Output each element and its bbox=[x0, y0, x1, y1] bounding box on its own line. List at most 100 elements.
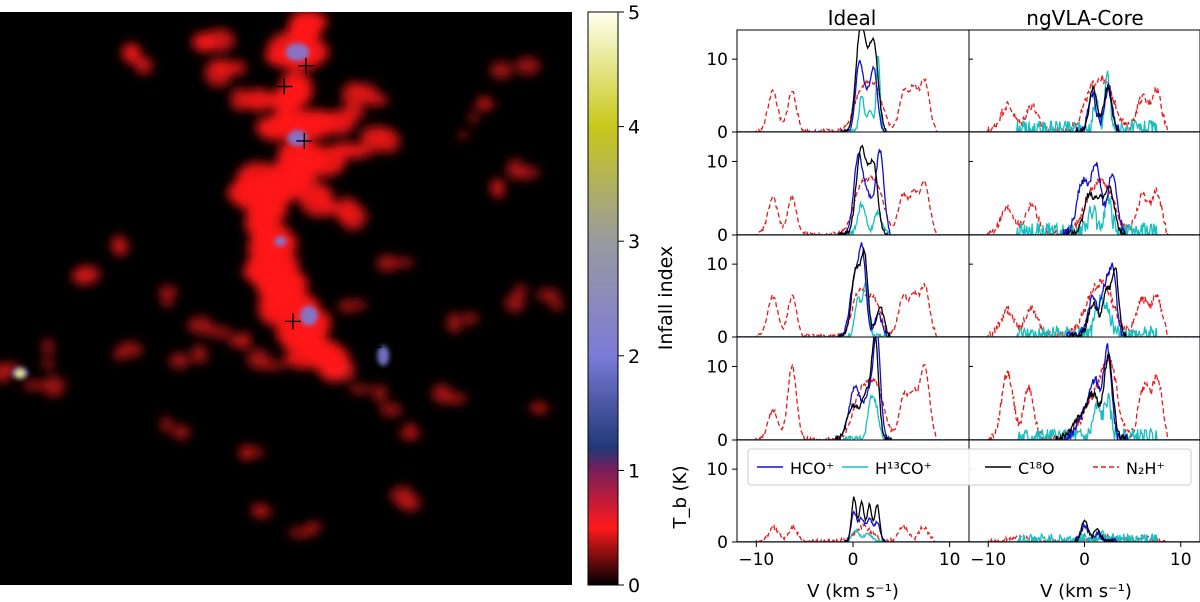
spectrum-panel bbox=[969, 262, 1200, 337]
spectrum-panel bbox=[969, 70, 1200, 132]
legend-label-c18o: C¹⁸O bbox=[1018, 459, 1055, 478]
series-line bbox=[969, 351, 1200, 440]
panel-frame bbox=[968, 131, 1200, 236]
y-axis-label: T_b (K) bbox=[670, 466, 691, 530]
legend-entry-h13co: H¹³CO⁺ bbox=[842, 459, 932, 478]
series-line bbox=[737, 523, 969, 542]
colorbar-label: Infall index bbox=[655, 246, 677, 351]
spectrum-panel bbox=[969, 343, 1200, 440]
series-line bbox=[969, 83, 1200, 132]
series-line bbox=[737, 148, 969, 235]
y-tick-label: 0 bbox=[717, 328, 728, 348]
colorbar: 0 1 2 3 4 5 Infall index bbox=[587, 2, 677, 597]
y-tick-label: 0 bbox=[717, 226, 728, 246]
map-emission bbox=[0, 12, 564, 538]
series-line bbox=[969, 354, 1200, 440]
x-tick-label: −10 bbox=[970, 550, 1006, 570]
series-line bbox=[737, 394, 969, 440]
x-tick-label: 0 bbox=[1079, 550, 1090, 570]
series-line bbox=[969, 267, 1200, 337]
colorbar-tick-label: 2 bbox=[628, 346, 640, 368]
series-line bbox=[737, 527, 969, 542]
y-tick-label: 10 bbox=[706, 50, 728, 70]
spectrum-panel bbox=[737, 337, 969, 440]
series-line bbox=[969, 194, 1200, 235]
colorbar-tick-label: 5 bbox=[628, 2, 640, 24]
series-line bbox=[737, 59, 969, 132]
legend-entry-c18o: C¹⁸O bbox=[985, 459, 1055, 478]
spectrum-panel bbox=[737, 242, 969, 337]
spectra-grid: Ideal ngVLA-Core 0 10 0 10 0 10 0 10 0 10 −10 0 10 −1… bbox=[670, 6, 1200, 602]
legend-entry-n2h: N₂H⁺ bbox=[1093, 459, 1165, 478]
series-line bbox=[737, 496, 969, 542]
spectrum-panel bbox=[737, 144, 969, 235]
legend-label-hco: HCO⁺ bbox=[790, 459, 834, 478]
core-marker bbox=[365, 339, 382, 356]
series-line bbox=[969, 519, 1200, 542]
legend: HCO⁺ H¹³CO⁺ C¹⁸O N₂H⁺ bbox=[747, 448, 1192, 486]
spectrum-panel bbox=[969, 519, 1200, 542]
y-tick-label: 10 bbox=[706, 357, 728, 377]
infall-map bbox=[0, 12, 572, 585]
legend-label-h13co: H¹³CO⁺ bbox=[875, 459, 932, 478]
core-marker bbox=[284, 313, 301, 330]
core-marker bbox=[276, 78, 293, 95]
series-line bbox=[737, 363, 969, 440]
colorbar-tick-label: 4 bbox=[628, 117, 640, 139]
y-tick-label: 0 bbox=[717, 431, 728, 451]
series-line bbox=[737, 30, 969, 132]
column-title-ideal: Ideal bbox=[828, 6, 877, 30]
core-marker bbox=[296, 132, 313, 149]
series-line bbox=[969, 343, 1200, 440]
x-tick-label: 0 bbox=[848, 550, 859, 570]
series-line bbox=[969, 262, 1200, 337]
column-title-ngvla-core: ngVLA-Core bbox=[1026, 6, 1143, 30]
series-line bbox=[737, 247, 969, 337]
series-line bbox=[969, 82, 1200, 132]
spectrum-panel bbox=[737, 30, 969, 132]
series-line bbox=[969, 162, 1200, 235]
y-tick-label: 0 bbox=[717, 123, 728, 143]
series-line bbox=[737, 510, 969, 542]
series-line bbox=[737, 337, 969, 440]
series-line bbox=[969, 529, 1200, 542]
series-line bbox=[969, 176, 1200, 235]
y-tick-label: 10 bbox=[706, 255, 728, 275]
colorbar-ticks: 0 1 2 3 4 5 bbox=[618, 2, 640, 597]
panel-frames bbox=[736, 29, 1200, 543]
y-tick-label: 10 bbox=[706, 460, 728, 480]
x-axis-label-ngvla-core: V (km s⁻¹) bbox=[1040, 581, 1132, 602]
legend-label-n2h: N₂H⁺ bbox=[1126, 459, 1165, 478]
colorbar-tick-label: 1 bbox=[628, 460, 640, 482]
spectrum-panel bbox=[969, 162, 1200, 235]
series-line bbox=[737, 144, 969, 235]
spectra-axes: 0 10 0 10 0 10 0 10 0 10 −10 0 10 −10 0 10 bbox=[706, 50, 1191, 570]
series-line bbox=[737, 283, 969, 337]
y-tick-label: 10 bbox=[706, 152, 728, 172]
x-tick-label: −10 bbox=[738, 550, 774, 570]
series-line bbox=[969, 522, 1200, 542]
legend-entry-hco: HCO⁺ bbox=[757, 459, 834, 478]
series-line bbox=[969, 185, 1200, 235]
series-line bbox=[969, 278, 1200, 337]
x-axis-label-ideal: V (km s⁻¹) bbox=[807, 581, 899, 602]
legend-box bbox=[747, 448, 1192, 486]
panel-frame bbox=[736, 131, 970, 236]
y-tick-label: 0 bbox=[717, 533, 728, 553]
series-line bbox=[969, 392, 1200, 440]
colorbar-gradient bbox=[587, 11, 619, 586]
x-tick-label: 10 bbox=[1170, 550, 1192, 570]
colorbar-tick-label: 3 bbox=[628, 231, 640, 253]
series-line bbox=[737, 174, 969, 235]
series-line bbox=[737, 281, 969, 337]
panel-frame bbox=[968, 29, 1200, 133]
series-line bbox=[969, 74, 1200, 132]
series-line bbox=[737, 55, 969, 132]
map-markers bbox=[276, 57, 382, 356]
panel-frame bbox=[968, 234, 1200, 338]
series-line bbox=[737, 337, 969, 440]
map-cores bbox=[12, 43, 390, 379]
spectrum-panel bbox=[737, 496, 969, 542]
colorbar-tick-label: 0 bbox=[628, 575, 640, 597]
